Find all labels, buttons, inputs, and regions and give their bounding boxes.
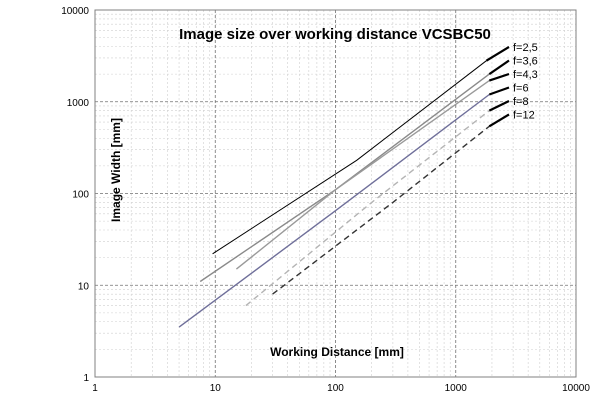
legend-label: f=8	[513, 96, 529, 108]
series-line-1	[212, 60, 487, 255]
legend-label: f=3,6	[513, 56, 538, 68]
legend-label: f=12	[513, 110, 535, 122]
legend-label: f=4,3	[513, 69, 538, 81]
x-tick-label: 10000	[562, 383, 590, 394]
y-tick-label: 10	[78, 281, 90, 292]
legend-leader-line	[488, 86, 510, 96]
chart-title: Image size over working distance VCSBC50	[179, 26, 491, 43]
y-tick-label: 10000	[61, 6, 89, 17]
legend-leader-line	[488, 59, 510, 76]
x-axis-title: Working Distance [mm]	[270, 345, 404, 359]
legend-label: f=6	[513, 83, 529, 95]
legend-leader-line	[488, 72, 510, 82]
x-tick-label: 1	[92, 383, 98, 394]
legend-leader-line	[488, 113, 510, 128]
plot-frame	[94, 9, 577, 378]
x-tick-label: 10	[210, 383, 222, 394]
y-tick-label: 1	[83, 373, 89, 384]
y-tick-label: 100	[72, 190, 89, 201]
series-group	[178, 60, 490, 328]
x-tick-label: 100	[327, 383, 344, 394]
series-line-6	[272, 125, 490, 295]
legend-leader-line	[488, 100, 510, 112]
x-tick-label: 1000	[445, 383, 468, 394]
series-line-5	[245, 110, 490, 307]
legend-label: f=2,5	[513, 42, 538, 54]
y-tick-label: 1000	[67, 98, 90, 109]
series-line-3	[235, 80, 490, 270]
tick-labels: 1 10 100 1000 10000 1 10 100 1000 10000	[61, 6, 590, 394]
series-line-4	[178, 93, 490, 328]
legend-leader-line	[485, 46, 510, 62]
legend: f=2,5 f=3,6f=4,3 f=6f=8 f=12	[485, 42, 538, 128]
y-axis-title: Image Width [mm]	[109, 118, 123, 222]
